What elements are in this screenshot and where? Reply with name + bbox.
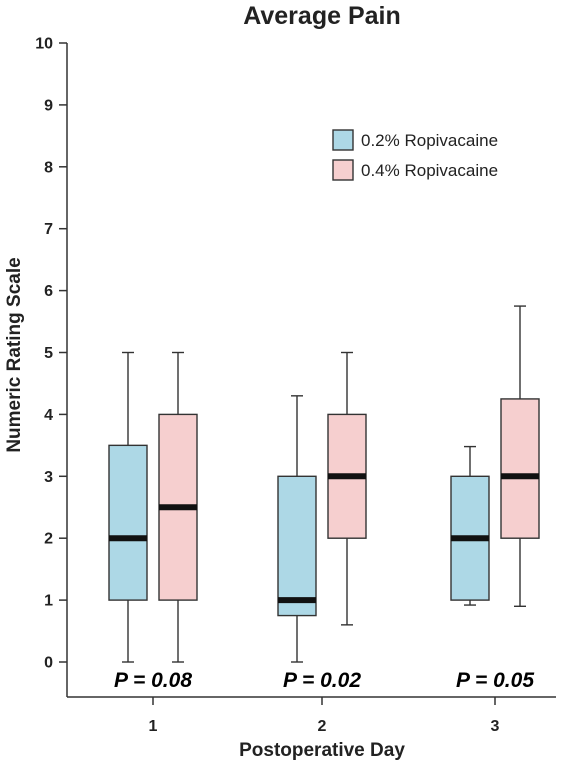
legend-label: 0.4% Ropivacaine xyxy=(361,161,498,180)
y-tick-label: 2 xyxy=(44,531,53,548)
y-axis: 0 1 2 3 4 5 6 7 8 9 10 xyxy=(35,36,68,697)
p-value-label: P = 0.02 xyxy=(283,669,361,692)
x-tick-label: 3 xyxy=(491,718,500,735)
box-high-dose-day-1 xyxy=(158,351,198,663)
p-value-label: P = 0.05 xyxy=(456,669,534,692)
chart-title: Average Pain xyxy=(243,2,400,30)
legend-swatch xyxy=(332,159,354,181)
iqr-box xyxy=(277,475,317,617)
y-tick-label: 10 xyxy=(35,36,53,53)
y-axis-label: Numeric Rating Scale xyxy=(4,257,25,452)
legend-label: 0.2% Ropivacaine xyxy=(361,131,498,150)
y-tick-label: 7 xyxy=(44,221,53,238)
y-tick-label: 8 xyxy=(44,159,53,176)
x-tick-label: 2 xyxy=(318,718,327,735)
y-tick-label: 4 xyxy=(44,407,53,424)
p-value-label: P = 0.08 xyxy=(114,669,192,692)
box-low-dose-day-2 xyxy=(277,395,317,663)
y-tick-label: 3 xyxy=(44,469,53,486)
x-axis: 1 2 3 xyxy=(67,696,556,735)
x-tick-label: 1 xyxy=(149,718,158,735)
box-low-dose-day-1 xyxy=(108,351,148,663)
x-axis-label: Postoperative Day xyxy=(239,740,405,761)
y-tick-label: 5 xyxy=(44,345,53,362)
box-low-dose-day-3 xyxy=(450,445,490,606)
chart-legend: 0.2% Ropivacaine 0.4% Ropivacaine xyxy=(332,129,498,181)
y-tick-label: 0 xyxy=(44,655,53,672)
y-tick-label: 9 xyxy=(44,97,53,114)
iqr-box xyxy=(108,444,148,601)
box-high-dose-day-3 xyxy=(500,305,540,607)
legend-swatch xyxy=(332,129,354,151)
box-plot-boxes xyxy=(108,305,540,663)
iqr-box xyxy=(500,398,540,539)
box-high-dose-day-2 xyxy=(327,351,367,626)
y-tick-label: 6 xyxy=(44,283,53,300)
y-tick-label: 1 xyxy=(44,593,53,610)
p-value-annotations: P = 0.08 P = 0.02 P = 0.05 xyxy=(114,669,534,692)
